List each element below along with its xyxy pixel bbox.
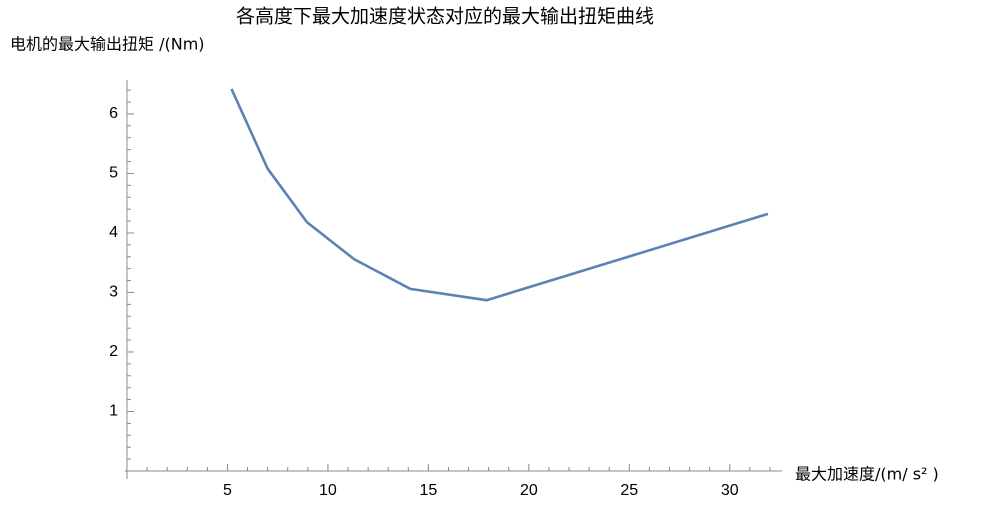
- x-tick-label: 10: [319, 482, 337, 499]
- x-axis-label: 最大加速度/(m/ s² ): [795, 465, 939, 484]
- x-tick-label: 15: [419, 482, 437, 499]
- y-axis-label: 电机的最大输出扭矩 /(Nm): [10, 35, 205, 54]
- y-tick-label: 4: [109, 224, 118, 241]
- y-tick-label: 1: [109, 403, 118, 420]
- chart-title: 各高度下最大加速度状态对应的最大输出扭矩曲线: [236, 6, 654, 28]
- y-tick-label: 6: [109, 105, 118, 122]
- x-tick-label: 5: [223, 482, 232, 499]
- y-tick-label: 3: [109, 284, 118, 301]
- y-tick-label: 5: [109, 165, 118, 182]
- data-line: [230, 88, 769, 302]
- x-tick-label: 25: [620, 482, 638, 499]
- x-tick-label: 30: [721, 482, 739, 499]
- y-tick-label: 2: [109, 343, 118, 360]
- x-tick-label: 20: [520, 482, 538, 499]
